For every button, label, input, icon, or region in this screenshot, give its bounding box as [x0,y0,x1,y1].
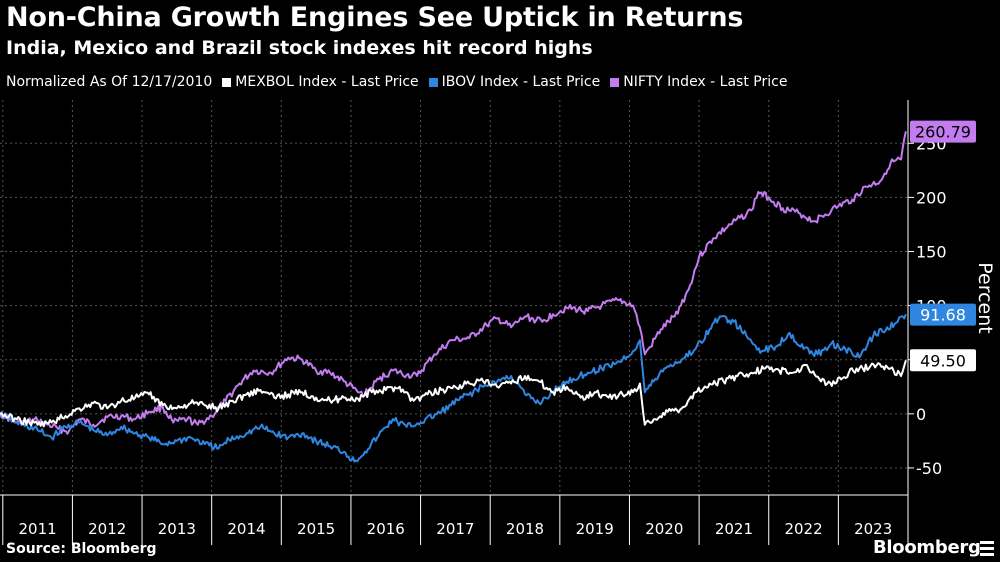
last-value-label-mexbol: 49.50 [920,351,966,370]
last-value-label-nifty: 260.79 [915,123,971,142]
y-axis-label: Percent [974,262,996,334]
brand-logo: Bloomberg [873,537,981,558]
x-tick-label: 2017 [436,520,474,538]
x-tick-label: 2019 [576,520,614,538]
legend-swatch-ibov [428,77,438,87]
x-tick-label: 2015 [297,520,335,538]
legend-normalized-note: Normalized As Of 12/17/2010 [6,74,213,90]
x-tick-label: 2011 [19,520,57,538]
y-tick-label: 150 [916,243,947,262]
x-tick-label: 2012 [88,520,126,538]
x-tick-label: 2020 [645,520,683,538]
legend-swatch-nifty [610,77,620,87]
x-tick-label: 2013 [158,520,196,538]
legend-item-mexbol: MEXBOL Index - Last Price [222,74,419,90]
legend-label-nifty: NIFTY Index - Last Price [623,74,788,90]
chart-subtitle: India, Mexico and Brazil stock indexes h… [6,37,593,59]
x-tick-label: 2023 [854,520,892,538]
last-value-tag-nifty [910,120,976,143]
legend-swatch-mexbol [222,77,232,87]
legend-label-ibov: IBOV Index - Last Price [441,74,601,90]
last-value-tag-mexbol [910,349,976,372]
x-tick-label: 2021 [715,520,753,538]
legend-item-nifty: NIFTY Index - Last Price [610,74,787,90]
legend-item-ibov: IBOV Index - Last Price [428,74,601,90]
source-note: Source: Bloomberg [6,541,157,557]
series-line-nifty [0,131,907,435]
legend-label-mexbol: MEXBOL Index - Last Price [235,74,419,90]
series-line-mexbol [0,360,907,428]
x-tick-label: 2022 [784,520,822,538]
brand-mark-icon [980,541,994,557]
last-value-tag-ibov [910,303,976,326]
last-value-label-ibov: 91.68 [920,306,966,325]
series-line-ibov [0,313,907,463]
y-tick-label: 200 [916,188,947,207]
x-tick-label: 2018 [506,520,544,538]
x-tick-label: 2016 [367,520,405,538]
chart-title: Non-China Growth Engines See Uptick in R… [6,2,744,33]
legend: Normalized As Of 12/17/2010 MEXBOL Index… [6,74,787,90]
y-tick-label: 0 [916,405,926,424]
y-tick-label: -50 [916,459,942,478]
x-tick-label: 2014 [227,520,265,538]
